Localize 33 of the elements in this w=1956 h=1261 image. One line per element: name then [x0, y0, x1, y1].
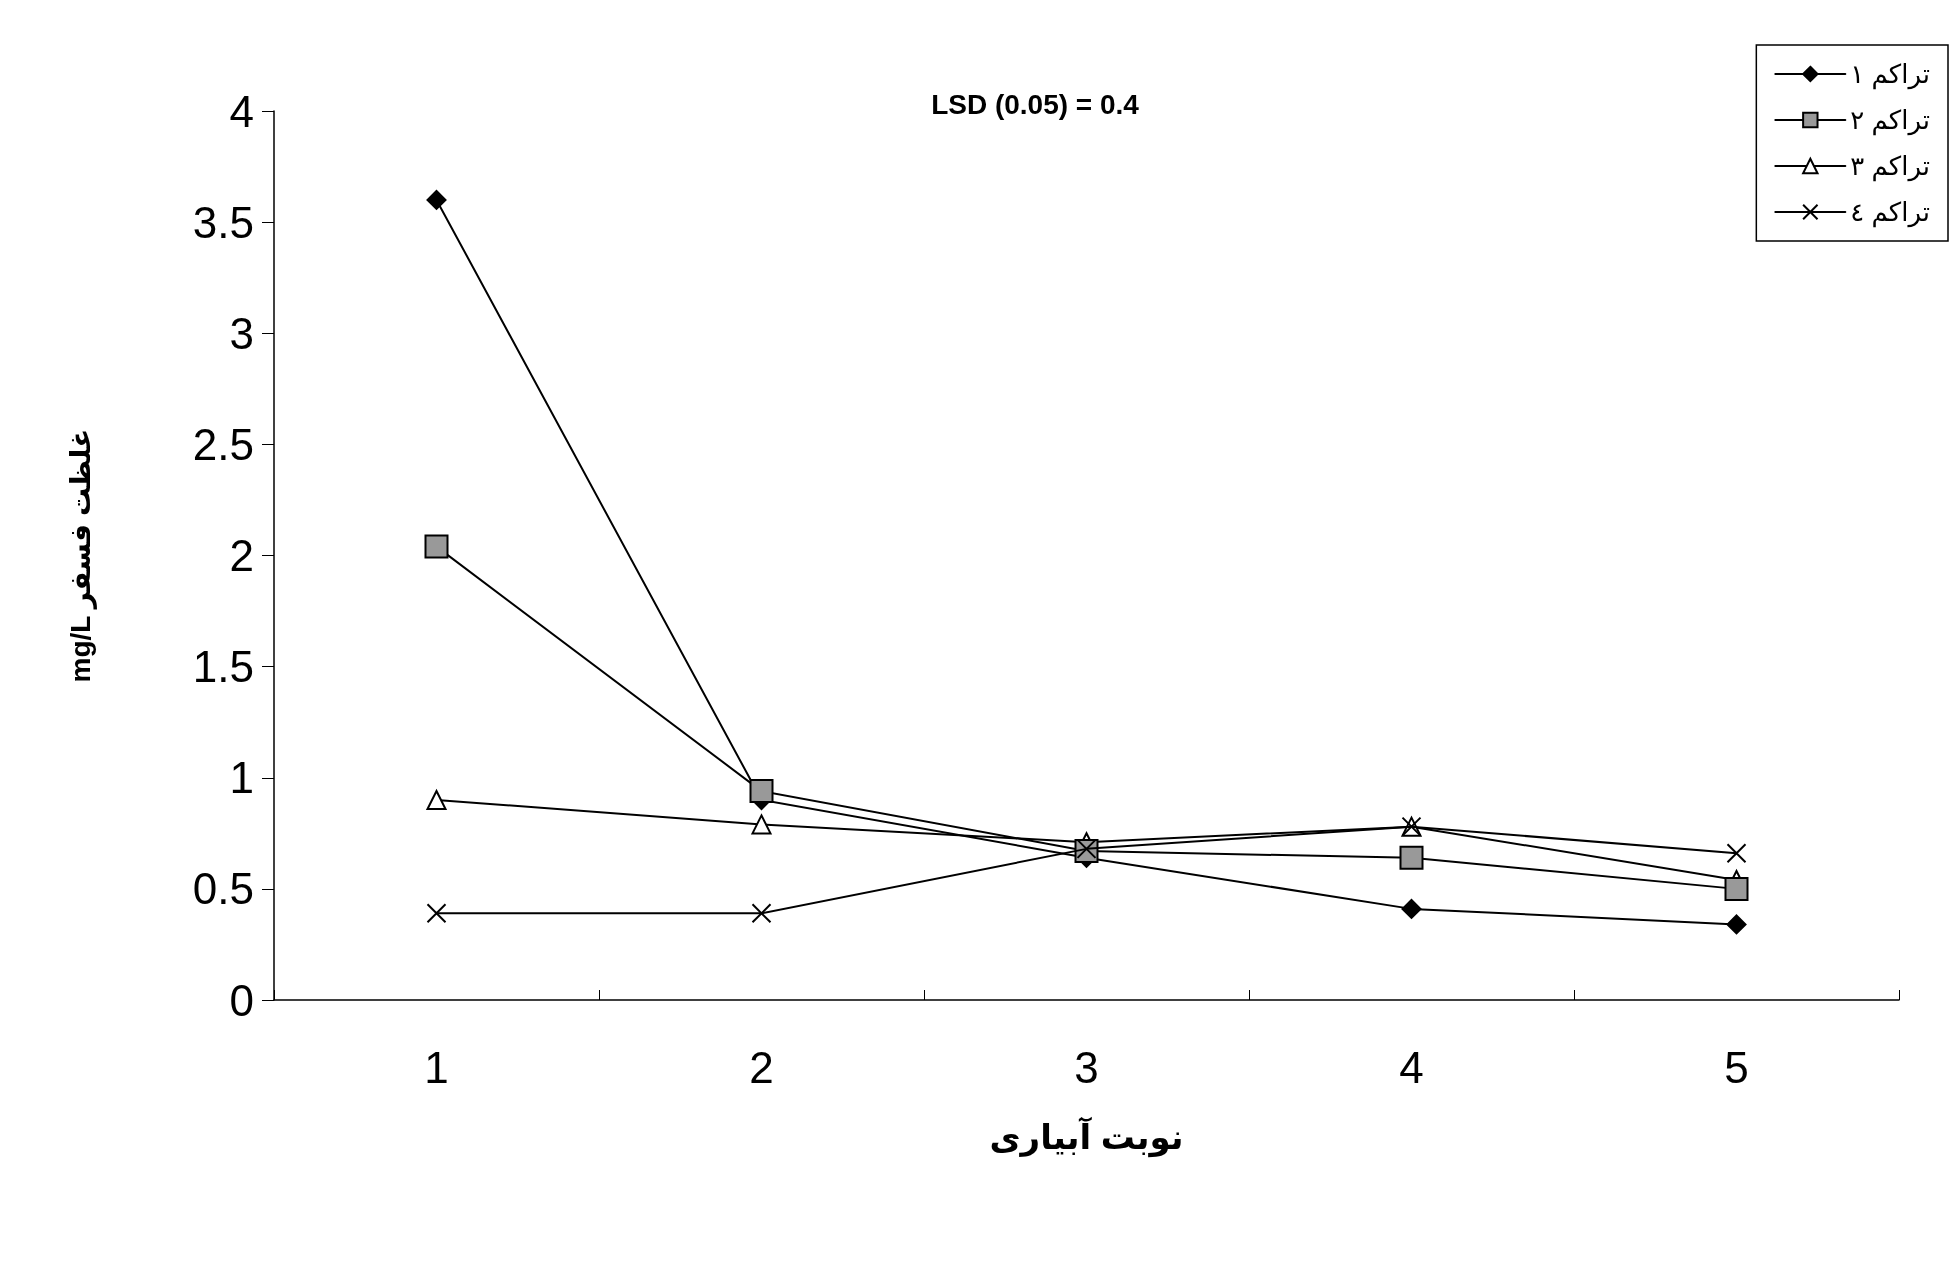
point	[751, 814, 772, 835]
y-tick-label: 3.5	[192, 197, 254, 247]
y-tick-label: 1.5	[192, 642, 254, 692]
legend-label: تراکم ١	[1850, 59, 1931, 90]
point	[1724, 876, 1749, 901]
y-tick-label: 0.5	[192, 864, 254, 914]
y-axis-title: mg/L غلظت فسفر	[64, 428, 97, 683]
point	[1401, 898, 1422, 919]
y-tick-label: 4	[229, 86, 254, 136]
legend-label: تراکم ٢	[1850, 105, 1931, 136]
point	[426, 189, 447, 210]
y-tick-label: 2.5	[192, 419, 254, 469]
point	[749, 779, 774, 804]
x-tick-label: 2	[749, 1042, 774, 1092]
y-tick-label: 1	[229, 753, 254, 803]
annotation: LSD (0.05) = 0.4	[931, 88, 1140, 120]
point	[751, 903, 772, 924]
point	[1726, 843, 1747, 864]
x-axis-title: نوبت آبیاری	[989, 1116, 1184, 1158]
legend-label: تراکم ٣	[1850, 151, 1931, 182]
point	[1399, 845, 1424, 870]
y-tick-label: 0	[229, 975, 254, 1025]
x-tick-label: 5	[1724, 1042, 1749, 1092]
y-tick-label: 2	[229, 531, 254, 580]
point	[1726, 914, 1747, 935]
x-tick-label: 1	[424, 1042, 449, 1092]
y-tick-label: 3	[229, 308, 254, 358]
x-tick-label: 4	[1399, 1042, 1424, 1092]
point	[426, 789, 447, 810]
point	[424, 534, 449, 559]
legend-label: تراکم ٤	[1850, 197, 1931, 228]
x-tick-label: 3	[1074, 1042, 1099, 1092]
point	[426, 903, 447, 924]
